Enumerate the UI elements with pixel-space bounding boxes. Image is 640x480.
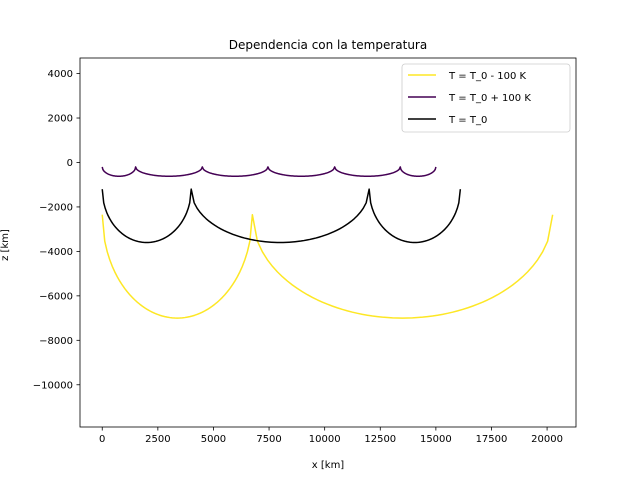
plot-area	[79, 57, 577, 428]
series-group-1	[101, 166, 437, 178]
series-line-2	[101, 188, 462, 244]
x-axis: 0 2500 5000 7500 10000 12500 15000 17500 20000	[99, 427, 563, 445]
series-group-2	[101, 188, 462, 244]
y-tick-label: 2000	[48, 114, 73, 125]
y-tick-label: 0	[67, 158, 73, 169]
y-axis: 4000 2000 0 −2000 −4000 −6000 −8000 −10000	[33, 69, 80, 391]
y-tick-label: −6000	[39, 291, 73, 302]
axes-frame	[79, 57, 577, 428]
x-tick-label: 7500	[256, 434, 281, 445]
x-tick-label: 12500	[364, 434, 396, 445]
legend-box	[401, 63, 571, 133]
legend-label-0: T = T_0 - 100 K	[448, 71, 527, 82]
chart-title: Dependencia con la temperatura	[229, 38, 427, 52]
y-axis-title: z [km]	[0, 229, 11, 261]
legend: T = T_0 - 100 K T = T_0 + 100 K T = T_0	[401, 63, 571, 133]
x-tick-label: 17500	[476, 434, 508, 445]
series-line-1	[101, 166, 437, 178]
y-tick-label: −10000	[33, 380, 73, 391]
legend-label-1: T = T_0 + 100 K	[448, 93, 531, 104]
y-tick-label: −4000	[39, 247, 73, 258]
x-axis-title: x [km]	[312, 460, 345, 471]
legend-label-2: T = T_0	[448, 115, 487, 126]
y-tick-label: 4000	[48, 69, 73, 80]
x-tick-label: 20000	[531, 434, 563, 445]
y-tick-label: −2000	[39, 202, 73, 213]
series-group-0	[101, 213, 554, 319]
y-tick-label: −8000	[39, 336, 73, 347]
x-tick-label: 5000	[201, 434, 226, 445]
series-line-0	[101, 213, 554, 319]
x-tick-label: 10000	[309, 434, 341, 445]
x-tick-label: 15000	[420, 434, 452, 445]
x-tick-label: 0	[99, 434, 105, 445]
x-tick-label: 2500	[145, 434, 170, 445]
